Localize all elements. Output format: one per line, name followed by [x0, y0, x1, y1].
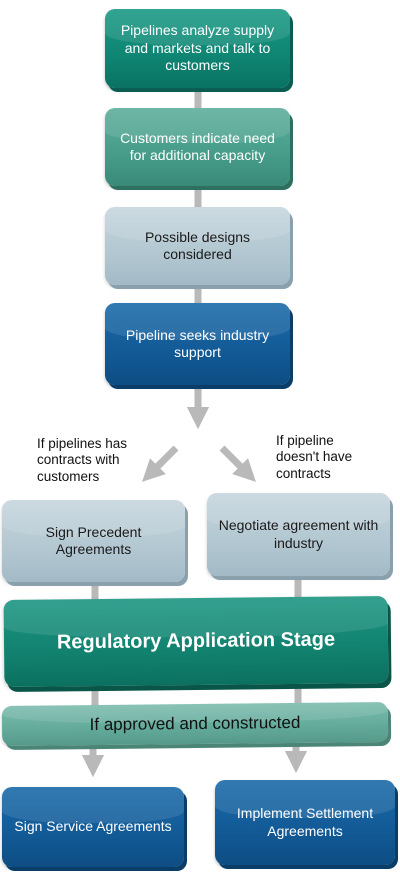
- step-seeks-support: Pipeline seeks industry support: [105, 303, 290, 385]
- step-sign-service-label: Sign Service Agreements: [14, 818, 172, 835]
- step-analyze-supply: Pipelines analyze supply and markets and…: [105, 9, 290, 88]
- step-negotiate-agreement: Negotiate agreement with industry: [207, 493, 390, 576]
- step-designs-label: Possible designs considered: [144, 228, 251, 263]
- step-sign-precedent: Sign Precedent Agreements: [2, 500, 185, 582]
- branch-label-no-contracts: If pipeline doesn't have contracts: [276, 433, 353, 481]
- step-sign-service: Sign Service Agreements: [2, 787, 184, 867]
- step-analyze-supply-label: Pipelines analyze supply and markets and…: [120, 22, 275, 74]
- step-if-approved-label: If approved and constructed: [89, 713, 301, 735]
- arrow-left-branch: [142, 445, 179, 482]
- step-regulatory-application-label: Regulatory Application Stage: [56, 628, 336, 654]
- step-sign-precedent-label: Sign Precedent Agreements: [45, 523, 142, 558]
- step-implement-settlement: Implement Settlement Agreements: [215, 780, 395, 865]
- step-customers-capacity: Customers indicate need for additional c…: [105, 108, 290, 186]
- step-negotiate-agreement-label: Negotiate agreement with industry: [218, 517, 379, 551]
- step-implement-settlement-label: Implement Settlement Agreements: [236, 805, 374, 839]
- step-if-approved: If approved and constructed: [1, 701, 389, 747]
- step-customers-capacity-label: Customers indicate need for additional c…: [120, 129, 275, 164]
- step-designs: Possible designs considered: [105, 207, 290, 285]
- arrow-right-branch: [219, 445, 256, 482]
- step-regulatory-application: Regulatory Application Stage: [3, 595, 389, 688]
- step-seeks-support-label: Pipeline seeks industry support: [125, 326, 270, 361]
- branch-label-has-contracts: If pipelines has contracts with customer…: [37, 436, 128, 484]
